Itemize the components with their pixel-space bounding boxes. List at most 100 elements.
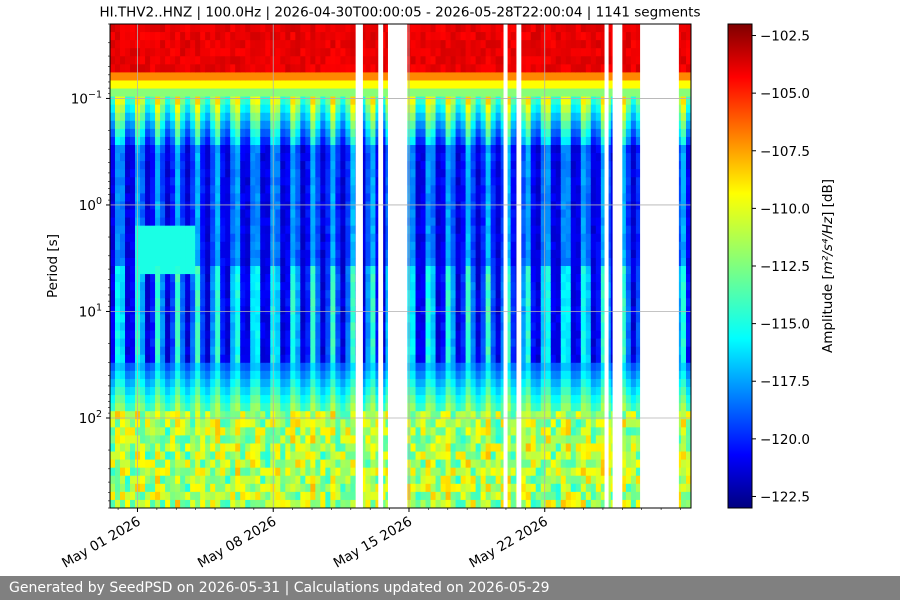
heatmap-cell [225, 354, 231, 364]
heatmap-cell [410, 193, 417, 203]
heatmap-cell [435, 169, 442, 178]
heatmap-cell [300, 290, 306, 299]
heatmap-cell [520, 354, 527, 364]
heatmap-cell [460, 411, 467, 420]
heatmap-cell [345, 387, 352, 396]
heatmap-cell [245, 411, 251, 420]
heatmap-cell [235, 346, 241, 356]
heatmap-cell [260, 80, 266, 90]
heatmap-cell [215, 48, 221, 57]
heatmap-cell [380, 32, 387, 41]
heatmap-cell [520, 298, 527, 307]
heatmap-cell [245, 338, 251, 348]
heatmap-cell [275, 435, 281, 445]
heatmap-cell [360, 282, 367, 291]
heatmap-cell [365, 378, 372, 388]
heatmap-cell [200, 435, 206, 445]
heatmap-cell [235, 403, 241, 412]
heatmap-cell [280, 266, 286, 275]
heatmap-cell [245, 475, 251, 485]
heatmap-cell [410, 378, 417, 388]
heatmap-cell [195, 24, 201, 33]
heatmap-cell [130, 443, 136, 453]
heatmap-cell [440, 40, 447, 49]
heatmap-cell [165, 298, 171, 307]
heatmap-cell [180, 136, 186, 146]
heatmap-cell [140, 225, 146, 235]
heatmap-cell [165, 64, 171, 73]
heatmap-cell [440, 185, 447, 194]
heatmap-cell [485, 459, 492, 469]
heatmap-cell [155, 193, 161, 203]
heatmap-cell [510, 96, 517, 106]
heatmap-cell [170, 427, 176, 436]
heatmap-cell [170, 378, 176, 388]
heatmap-cell [505, 241, 512, 251]
heatmap-cell [435, 306, 442, 315]
heatmap-cell [430, 282, 437, 291]
heatmap-cell [185, 24, 191, 33]
heatmap-cell [235, 145, 241, 154]
heatmap-cell [250, 451, 256, 461]
heatmap-cell [180, 387, 186, 396]
heatmap-cell [255, 136, 261, 146]
heatmap-cell [415, 161, 422, 170]
heatmap-cell [145, 136, 151, 146]
heatmap-cell [110, 217, 116, 227]
heatmap-cell [435, 48, 442, 57]
heatmap-cell [290, 451, 296, 461]
heatmap-cell [150, 451, 156, 461]
heatmap-cell [445, 499, 452, 508]
heatmap-cell [210, 274, 216, 283]
heatmap-cell [330, 274, 336, 283]
heatmap-cell [275, 120, 281, 130]
heatmap-cell [350, 169, 357, 178]
heatmap-cell [195, 120, 201, 130]
heatmap-cell [485, 177, 492, 186]
heatmap-cell [145, 274, 151, 283]
heatmap-cell [440, 290, 447, 299]
heatmap-cell [435, 241, 442, 251]
heatmap-cell [175, 193, 181, 203]
heatmap-cell [115, 128, 121, 138]
heatmap-cell [500, 233, 507, 243]
heatmap-cell [420, 193, 427, 203]
heatmap-cell [115, 233, 121, 243]
heatmap-cell [180, 257, 186, 267]
heatmap-cell [440, 249, 447, 259]
heatmap-cell [380, 387, 387, 396]
heatmap-cell [520, 112, 527, 122]
heatmap-cell [320, 298, 326, 307]
heatmap-cell [120, 193, 126, 203]
heatmap-cell [260, 451, 266, 461]
heatmap-cell [230, 346, 236, 356]
heatmap-cell [200, 161, 206, 170]
heatmap-cell [290, 225, 296, 235]
heatmap-cell [120, 403, 126, 412]
heatmap-cell [510, 104, 517, 114]
heatmap-cell [470, 225, 477, 235]
heatmap-cell [310, 177, 316, 186]
heatmap-cell [315, 257, 321, 267]
heatmap-cell [480, 249, 487, 259]
heatmap-cell [365, 467, 372, 477]
heatmap-cell [470, 217, 477, 227]
heatmap-cell [205, 136, 211, 146]
heatmap-cell [230, 274, 236, 283]
heatmap-cell [115, 32, 121, 41]
heatmap-cell [195, 346, 201, 356]
heatmap-cell [320, 233, 326, 243]
heatmap-cell [325, 112, 331, 122]
heatmap-cell [150, 257, 156, 267]
heatmap-cell [420, 338, 427, 348]
heatmap-cell [235, 153, 241, 162]
heatmap-cell [525, 104, 532, 114]
heatmap-cell [285, 322, 291, 332]
heatmap-cell [330, 96, 336, 106]
heatmap-cell [475, 362, 482, 372]
heatmap-cell [250, 56, 256, 65]
heatmap-cell [445, 201, 452, 211]
heatmap-cell [460, 209, 467, 219]
heatmap-cell [215, 451, 221, 461]
heatmap-cell [410, 249, 417, 259]
